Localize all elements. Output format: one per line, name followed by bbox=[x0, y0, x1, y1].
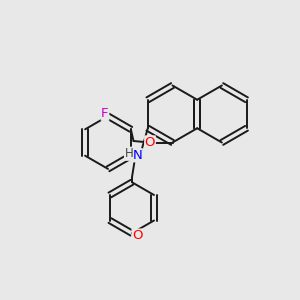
Text: F: F bbox=[101, 107, 109, 120]
Text: N: N bbox=[132, 149, 142, 162]
Text: H: H bbox=[124, 147, 133, 160]
Text: O: O bbox=[132, 229, 142, 242]
Text: O: O bbox=[145, 136, 155, 149]
